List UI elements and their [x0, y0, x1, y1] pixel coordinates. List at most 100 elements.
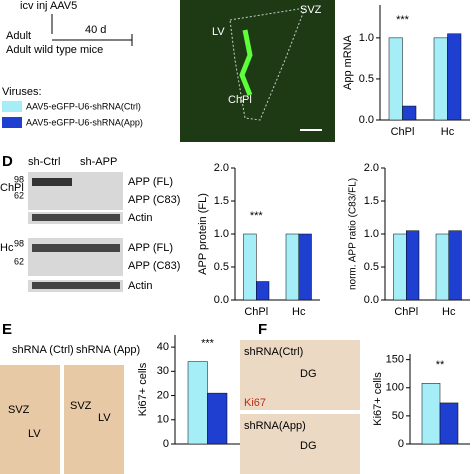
y-tick-label: 0.5: [214, 261, 229, 273]
y-tick-label: 0: [398, 438, 404, 450]
label: SVZ: [70, 400, 92, 412]
marker: 98: [14, 174, 24, 184]
y-tick-label: 100: [386, 382, 404, 394]
region: ChPl: [0, 182, 24, 194]
bar: [243, 233, 257, 301]
y-tick-label: 40: [157, 341, 169, 353]
label: LV: [98, 412, 111, 424]
panel-letter: D: [2, 153, 13, 170]
panel-d: D sh-Ctrl sh-APP ChPl Hc 98 62 98 62 APP…: [0, 153, 180, 292]
marker: 62: [14, 256, 24, 266]
label: Ki67: [244, 397, 266, 409]
bar: [448, 230, 462, 301]
y-tick-label: 0.0: [359, 114, 374, 126]
bar: [435, 233, 449, 301]
y-tick-label: 1.5: [364, 195, 379, 207]
y-tick-label: 0.5: [359, 73, 374, 85]
x-tick-label: ChPl: [244, 306, 268, 318]
bar: [285, 233, 299, 301]
label: SVZ: [8, 404, 30, 416]
micrograph: [0, 365, 60, 474]
panel-e: E shRNA (Ctrl) shRNA (App) SVZ LV SVZ LV: [0, 321, 140, 474]
y-tick-label: 1.0: [364, 228, 379, 240]
micrograph: [180, 0, 335, 142]
label: LV: [212, 26, 225, 38]
micrograph: [64, 365, 124, 474]
image-label: shRNA(Ctrl): [244, 346, 303, 358]
label: DG: [300, 440, 317, 452]
x-tick-label: ChPl: [391, 126, 415, 138]
significance: **: [436, 359, 445, 371]
bar: [421, 383, 441, 445]
bar: [256, 281, 270, 301]
lane: sh-APP: [80, 156, 117, 168]
y-tick-label: 2.0: [364, 162, 379, 174]
y-tick-label: 2.0: [214, 162, 229, 174]
band-label: APP (C83): [128, 260, 180, 272]
panel-letter: F: [258, 321, 267, 338]
marker: 62: [14, 190, 24, 200]
mice: Adult: [6, 30, 31, 42]
band: [32, 282, 120, 289]
legend-entry: AAV5-eGFP-U6-shRNA(App): [26, 117, 143, 127]
bar: [393, 233, 407, 301]
label: ChPl: [228, 94, 252, 106]
bar: [388, 37, 403, 121]
band-label: Actin: [128, 212, 152, 224]
panel-letter: E: [2, 321, 12, 338]
marker: 98: [14, 238, 24, 248]
micrograph: [240, 340, 360, 410]
injection: icv inj AAV5: [20, 0, 77, 12]
image-label: shRNA (Ctrl): [12, 344, 74, 356]
scheme: icv inj AAV5 Adult Adult wild type mice …: [2, 0, 143, 128]
x-tick-label: Hc: [441, 126, 455, 138]
band-label: Actin: [128, 280, 152, 292]
blot: [28, 238, 123, 276]
band: [32, 178, 72, 186]
significance: ***: [201, 338, 215, 350]
bar: [402, 105, 417, 121]
significance: ***: [250, 210, 264, 222]
y-tick-label: 20: [157, 389, 169, 401]
y-tick-label: 1.0: [214, 228, 229, 240]
y-tick-label: 0: [163, 438, 169, 450]
y-tick-label: 50: [392, 410, 404, 422]
label: DG: [300, 368, 317, 380]
band-label: APP (FL): [128, 176, 173, 188]
y-axis-label: App mRNA: [342, 34, 354, 90]
band-label: APP (C83): [128, 194, 180, 206]
y-tick-label: 0.0: [364, 294, 379, 306]
image-label: shRNA(App): [244, 420, 306, 432]
label: SVZ: [300, 4, 322, 16]
micrograph: [240, 414, 360, 474]
band: [32, 214, 120, 221]
legend-swatch: [2, 117, 22, 128]
bar: [433, 37, 448, 121]
bar: [207, 392, 228, 445]
duration: 40 d: [85, 24, 106, 36]
outline: [229, 7, 306, 121]
y-tick-label: 0.0: [214, 294, 229, 306]
bar: [439, 402, 459, 445]
x-tick-label: Hc: [442, 306, 456, 318]
y-axis-label: APP protein (FL): [197, 193, 209, 275]
blot: [28, 172, 123, 210]
band: [32, 244, 120, 252]
label: LV: [28, 428, 41, 440]
panel-f: F shRNA(Ctrl) DG Ki67 shRNA(App) DG: [240, 321, 360, 474]
viruses: Viruses:: [2, 86, 42, 98]
image-label: shRNA (App): [76, 344, 140, 356]
chpl: [239, 29, 253, 96]
x-tick-label: Hc: [292, 306, 306, 318]
bar: [187, 361, 208, 445]
y-tick-label: 30: [157, 365, 169, 377]
y-tick-label: 1.0: [359, 32, 374, 44]
y-tick-label: 1.5: [214, 195, 229, 207]
bar: [447, 33, 462, 121]
bar: [406, 230, 420, 301]
legend-swatch: [2, 101, 22, 112]
y-axis-label: Ki67+ cells: [372, 372, 384, 426]
y-axis-label: Ki67+ cells: [137, 362, 149, 416]
y-tick-label: 150: [386, 354, 404, 366]
